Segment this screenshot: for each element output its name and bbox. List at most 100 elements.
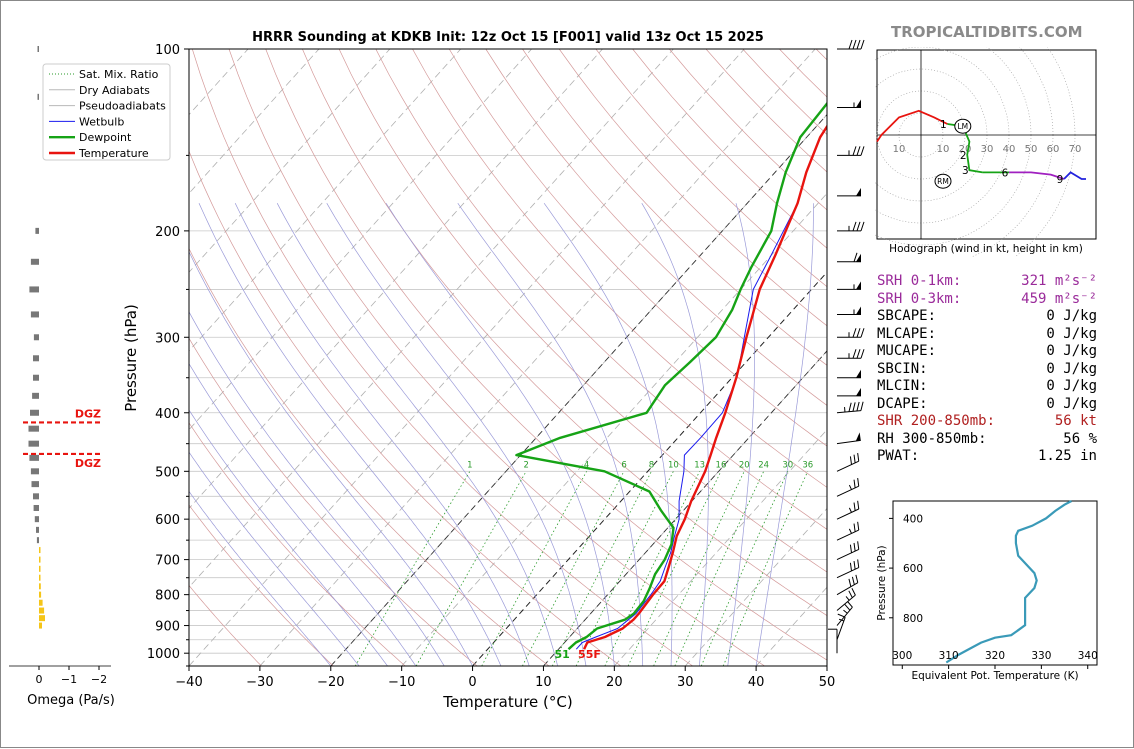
- barb-full: [853, 402, 855, 411]
- x-tick-label: 50: [819, 675, 836, 690]
- legend-label: Dry Adiabats: [79, 84, 150, 97]
- barb-full: [853, 222, 856, 231]
- barb-full: [850, 545, 851, 553]
- barb-full: [850, 563, 851, 571]
- stat-value: 0 J/kg: [1046, 361, 1097, 379]
- wind-barb: [837, 188, 861, 196]
- mixing-ratio-label: 6: [621, 460, 626, 470]
- legend-label: Wetbulb: [79, 115, 124, 128]
- y-tick-label: 100: [155, 43, 180, 58]
- stat-label: SRH 0-3km:: [877, 291, 961, 309]
- barb-full: [861, 146, 864, 155]
- theta-e-x-tick-label: 330: [1031, 650, 1051, 662]
- omega-bar: [33, 355, 39, 361]
- barb-full: [849, 579, 851, 587]
- stat-value: 0 J/kg: [1046, 308, 1097, 326]
- x-tick-label: −40: [175, 675, 202, 690]
- storm-motion-label: LM: [957, 122, 968, 131]
- barb-full: [854, 253, 857, 262]
- barb-flag: [856, 370, 861, 378]
- barb-full: [849, 591, 852, 598]
- stat-value: 0 J/kg: [1046, 378, 1097, 396]
- x-tick-label: −20: [317, 675, 344, 690]
- omega-bar: [33, 375, 39, 381]
- omega-bar: [39, 566, 41, 572]
- omega-bar: [34, 505, 39, 511]
- barb-full: [854, 543, 855, 551]
- barb-full: [858, 478, 859, 486]
- barb-full: [861, 40, 864, 49]
- omega-bar: [38, 94, 40, 100]
- barb-full: [845, 604, 850, 610]
- mixing-ratio-label: 24: [758, 460, 769, 470]
- wind-barb: [837, 306, 861, 314]
- omega-bar: [39, 547, 41, 553]
- y-tick-label: 500: [155, 465, 180, 480]
- barb-full: [853, 328, 856, 337]
- stat-row: PWAT:1.25 in: [877, 448, 1097, 466]
- mixing-ratio-label: 13: [694, 460, 705, 470]
- wind-barb: [837, 478, 859, 496]
- stat-row: SRH 0-1km:321 m²s⁻²: [877, 273, 1097, 291]
- surface-temperature-label: 55F: [578, 648, 601, 661]
- barb-flag: [856, 306, 861, 314]
- barb-full: [858, 453, 859, 461]
- barb-full: [847, 601, 852, 607]
- wind-barb: [837, 501, 859, 519]
- y-tick-label: 200: [155, 225, 180, 240]
- stat-row: MUCAPE:0 J/kg: [877, 343, 1097, 361]
- omega-bar: [31, 468, 39, 474]
- barb-full: [838, 614, 845, 617]
- barb-full: [861, 328, 864, 337]
- theta-e-frame: [893, 501, 1097, 665]
- mixing-ratio-label: 1: [467, 460, 472, 470]
- wind-barb: [837, 146, 864, 155]
- hodograph-ring-label: 70: [1069, 144, 1082, 155]
- x-tick-label: 30: [677, 675, 694, 690]
- barb-full: [861, 222, 864, 231]
- wind-barb: [837, 388, 861, 396]
- barb-full: [850, 456, 851, 464]
- hodograph-height-label: 6: [1002, 167, 1009, 179]
- barb-full: [852, 588, 855, 595]
- mixing-ratio-label: 8: [649, 460, 654, 470]
- barb-full: [853, 40, 856, 49]
- theta-e-x-tick-label: 340: [1078, 650, 1098, 662]
- omega-bar: [37, 537, 39, 543]
- x-tick-label: 10: [535, 675, 552, 690]
- y-axis-label: Pressure (hPa): [122, 304, 140, 412]
- y-tick-label: 400: [155, 407, 180, 422]
- x-tick-label: 40: [748, 675, 765, 690]
- y-tick-label: 800: [155, 589, 180, 604]
- hodograph-ring-label: 30: [981, 144, 994, 155]
- stat-value: 459 m²s⁻²: [1021, 291, 1097, 309]
- barb-full: [854, 561, 855, 569]
- legend-label: Pseudoadiabats: [79, 100, 166, 113]
- barb-full: [854, 524, 855, 532]
- wind-barb: [837, 588, 855, 610]
- barb-half: [849, 508, 851, 513]
- x-axis-label: Temperature (°C): [442, 693, 572, 711]
- dgz-label: DGZ: [75, 457, 101, 470]
- legend-label: Sat. Mix. Ratio: [79, 68, 159, 81]
- omega-bar: [31, 311, 39, 317]
- barb-full: [854, 455, 855, 463]
- y-tick-label: 600: [155, 513, 180, 528]
- stat-label: MLCIN:: [877, 378, 928, 396]
- stat-row: SBCAPE:0 J/kg: [877, 308, 1097, 326]
- barb-flag: [856, 100, 861, 108]
- wind-barb: [837, 253, 861, 262]
- x-tick-label: 20: [606, 675, 623, 690]
- wind-barb: [837, 328, 864, 337]
- hodograph-caption: Hodograph (wind in kt, height in km): [889, 243, 1083, 255]
- legend-label: Temperature: [78, 147, 149, 160]
- omega-bar: [39, 615, 45, 621]
- omega-bar: [35, 228, 39, 234]
- y-tick-label: 1000: [147, 647, 180, 662]
- wind-barb-column: [828, 40, 864, 653]
- omega-bar: [39, 623, 42, 629]
- omega-bar: [29, 426, 40, 432]
